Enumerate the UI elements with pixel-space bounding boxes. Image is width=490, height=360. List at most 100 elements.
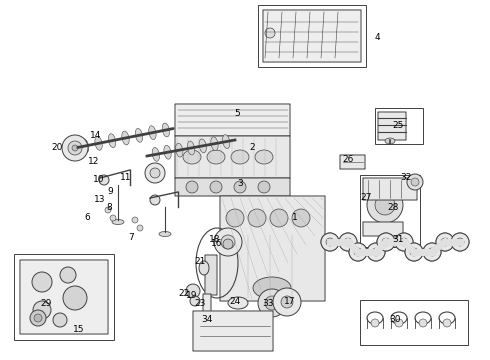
Text: 19: 19 <box>186 292 198 301</box>
FancyBboxPatch shape <box>220 196 325 301</box>
Circle shape <box>339 233 357 251</box>
Text: 10: 10 <box>93 175 105 184</box>
Circle shape <box>34 314 42 322</box>
Text: 26: 26 <box>343 156 354 165</box>
Circle shape <box>349 243 367 261</box>
Circle shape <box>110 215 116 221</box>
Text: 16: 16 <box>211 238 223 248</box>
Circle shape <box>423 243 441 261</box>
Circle shape <box>145 163 165 183</box>
Text: 13: 13 <box>94 195 106 204</box>
Circle shape <box>395 233 413 251</box>
Bar <box>360 300 468 345</box>
Circle shape <box>451 233 469 251</box>
Text: 2: 2 <box>249 144 255 153</box>
Ellipse shape <box>175 143 183 157</box>
Text: 22: 22 <box>178 289 190 298</box>
Ellipse shape <box>95 136 102 150</box>
Text: 21: 21 <box>195 257 206 266</box>
Circle shape <box>292 209 310 227</box>
Circle shape <box>72 145 78 151</box>
Circle shape <box>405 243 423 261</box>
FancyBboxPatch shape <box>175 104 290 136</box>
Text: 9: 9 <box>107 188 113 197</box>
Circle shape <box>62 135 88 161</box>
FancyBboxPatch shape <box>193 311 273 351</box>
Circle shape <box>423 243 441 261</box>
Circle shape <box>63 286 87 310</box>
Ellipse shape <box>81 139 89 153</box>
Circle shape <box>190 296 200 306</box>
Ellipse shape <box>122 131 129 145</box>
Ellipse shape <box>152 148 159 161</box>
Circle shape <box>226 209 244 227</box>
Circle shape <box>321 233 339 251</box>
Circle shape <box>150 195 160 205</box>
FancyBboxPatch shape <box>175 136 290 178</box>
Text: 11: 11 <box>120 174 132 183</box>
Circle shape <box>428 248 436 256</box>
Ellipse shape <box>162 123 170 137</box>
Circle shape <box>367 187 403 223</box>
Circle shape <box>456 238 464 246</box>
Text: 20: 20 <box>51 144 63 153</box>
Circle shape <box>436 233 454 251</box>
Text: 31: 31 <box>392 235 404 244</box>
Text: 34: 34 <box>201 315 213 324</box>
Text: 32: 32 <box>400 174 412 183</box>
Circle shape <box>186 181 198 193</box>
Circle shape <box>419 319 427 327</box>
Circle shape <box>137 225 143 231</box>
Circle shape <box>411 178 419 186</box>
Text: 25: 25 <box>392 122 404 130</box>
Circle shape <box>68 141 82 155</box>
Circle shape <box>150 168 160 178</box>
Circle shape <box>451 233 469 251</box>
Circle shape <box>258 289 286 317</box>
Circle shape <box>371 319 379 327</box>
Text: 30: 30 <box>389 315 401 324</box>
Ellipse shape <box>135 129 143 142</box>
Circle shape <box>405 243 423 261</box>
Circle shape <box>395 233 413 251</box>
Ellipse shape <box>159 231 171 237</box>
Ellipse shape <box>231 150 249 164</box>
Circle shape <box>377 233 395 251</box>
Ellipse shape <box>207 150 225 164</box>
Text: 7: 7 <box>128 234 134 243</box>
Text: 3: 3 <box>237 179 243 188</box>
Circle shape <box>367 243 385 261</box>
Text: 18: 18 <box>209 234 221 243</box>
Circle shape <box>132 217 138 223</box>
Circle shape <box>221 235 235 249</box>
Circle shape <box>248 209 266 227</box>
Circle shape <box>186 284 200 298</box>
Bar <box>258 5 366 67</box>
Ellipse shape <box>183 150 201 164</box>
Ellipse shape <box>199 261 209 275</box>
Circle shape <box>354 248 362 256</box>
Ellipse shape <box>253 277 291 299</box>
Text: 1: 1 <box>292 213 298 222</box>
Circle shape <box>258 181 270 193</box>
Circle shape <box>410 248 418 256</box>
Circle shape <box>377 233 395 251</box>
Text: 27: 27 <box>360 194 372 202</box>
FancyBboxPatch shape <box>20 260 108 334</box>
Circle shape <box>372 248 380 256</box>
Circle shape <box>30 310 46 326</box>
Circle shape <box>400 238 408 246</box>
Circle shape <box>32 272 52 292</box>
Text: 23: 23 <box>195 300 206 309</box>
Ellipse shape <box>385 138 395 144</box>
Circle shape <box>60 267 76 283</box>
Ellipse shape <box>222 135 230 149</box>
Circle shape <box>395 319 403 327</box>
Circle shape <box>436 233 454 251</box>
Ellipse shape <box>108 134 116 148</box>
FancyBboxPatch shape <box>363 178 417 200</box>
Circle shape <box>265 296 279 310</box>
Text: 4: 4 <box>374 33 380 42</box>
Circle shape <box>33 301 51 319</box>
Circle shape <box>344 238 352 246</box>
